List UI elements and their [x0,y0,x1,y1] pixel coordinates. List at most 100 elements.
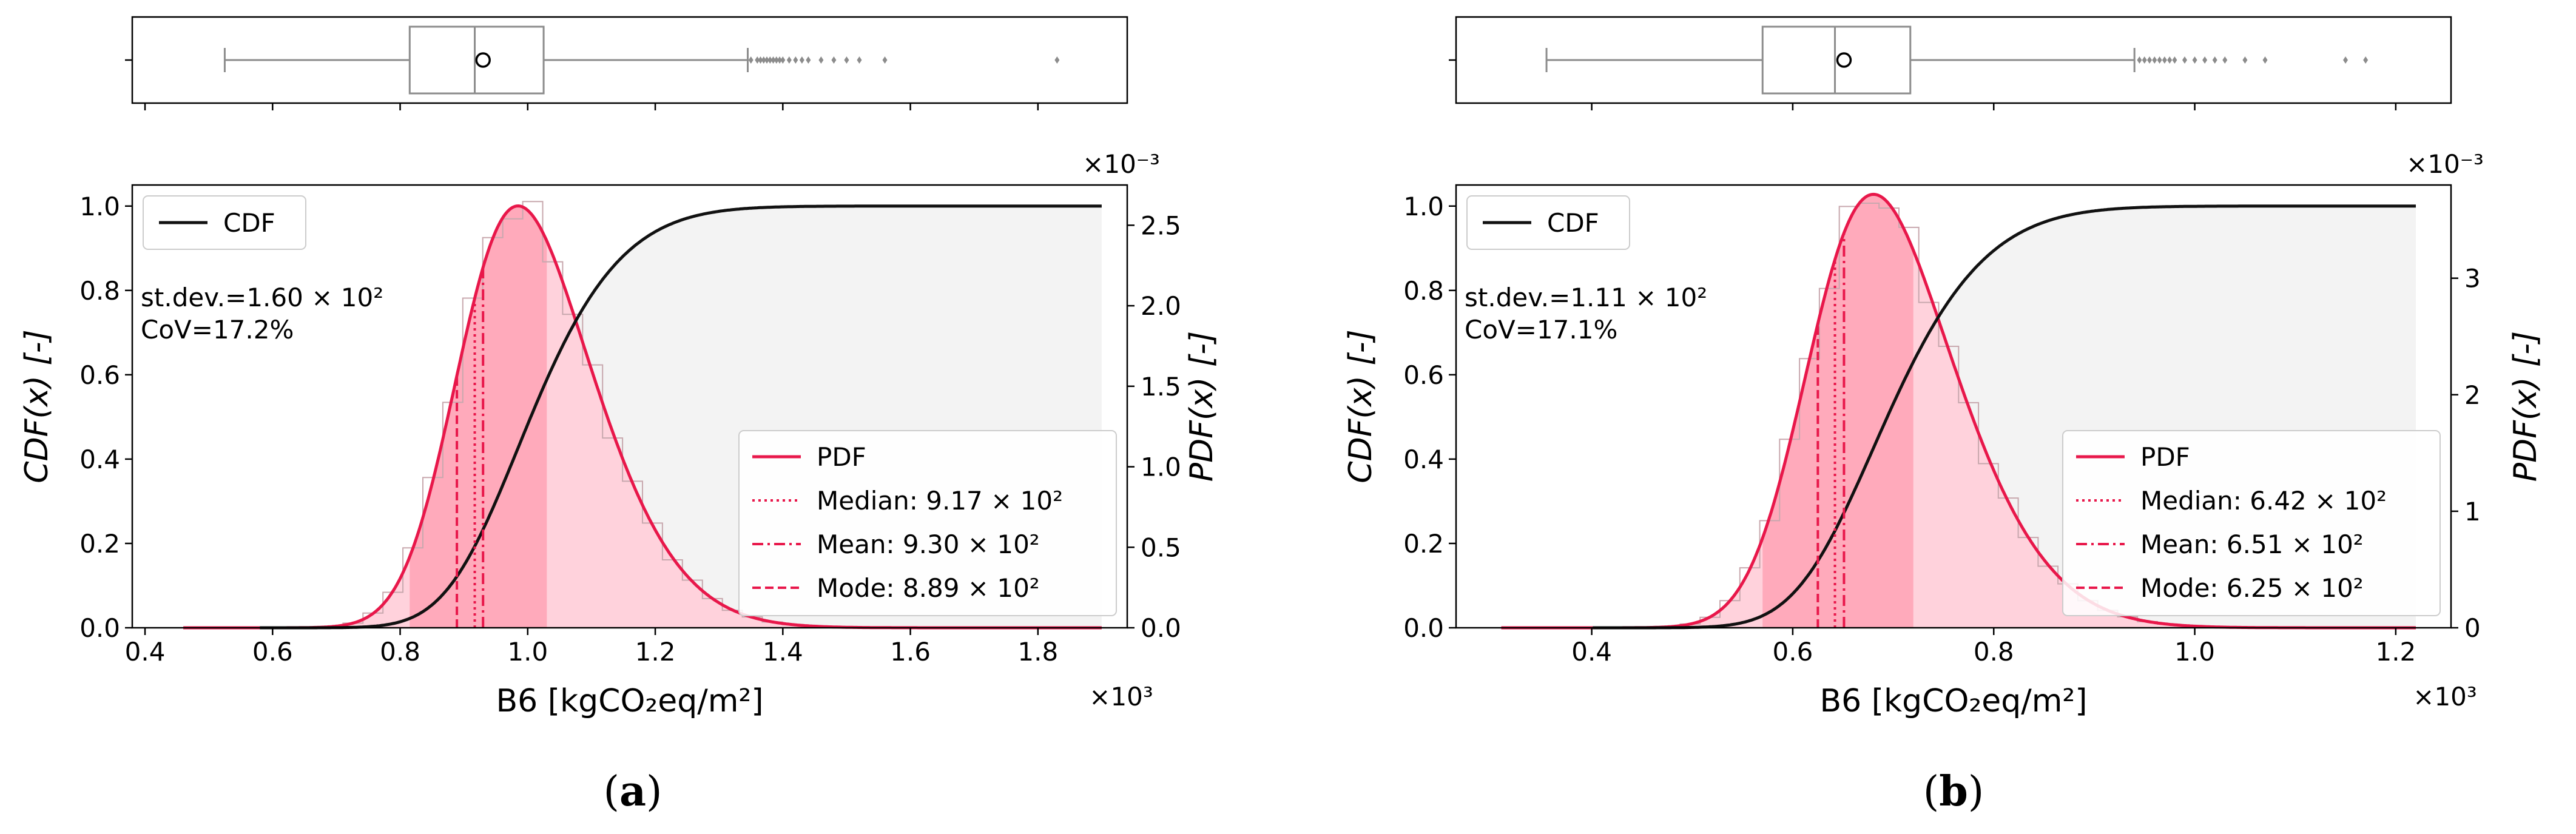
outlier-marker [2363,56,2369,64]
x-multiplier: ×10³ [2413,682,2477,711]
outlier-marker [2157,56,2162,64]
median-legend-row-label: Median: 6.42 × 10² [2140,486,2387,516]
pdf-legend-row-label: PDF [2140,442,2190,472]
x-tick-label: 1.8 [1017,637,1058,667]
pdf-legend-row-label: PDF [817,442,866,472]
pdf-tick-label: 1.0 [1141,452,1181,482]
outlier-marker [2202,56,2208,64]
stdev-text: st.dev.=1.11 × 10² [1465,283,1707,312]
x-axis-label: B6 [kgCO₂eq/m²] [496,683,763,719]
cdf-legend-label: CDF [1547,208,1599,238]
outlier-marker [2147,56,2153,64]
pdf-fill [183,206,1102,628]
pdf-tick-label: 1.5 [1141,372,1181,402]
outlier-marker [748,56,754,64]
x-tick-label: 0.4 [1571,637,1612,667]
outlier-marker [2162,56,2167,64]
cdf-tick-label: 0.8 [1403,276,1444,306]
outlier-marker [831,56,837,64]
mode-legend-row-label: Mode: 8.89 × 10² [817,573,1040,603]
outlier-marker [767,56,773,64]
cdf-axis-label: CDF(x) [-] [19,329,55,483]
pdf-tick-label: 1 [2464,497,2481,526]
outlier-marker [882,56,888,64]
pdf-legend-box [2062,430,2441,616]
outlier-marker [2343,56,2348,64]
panel-b: 0.4 0.6 0.8 1.0 1.2 0.0 0.2 0.4 0.6 0.8 1.0 0 1 2 3 ×10… [1343,16,2544,816]
cdf-tick-label: 0.0 [79,613,120,643]
outlier-marker [755,56,760,64]
x-tick-label: 1.2 [635,637,676,667]
iqr-fill [1762,194,1913,628]
caption-close-paren: ) [646,768,663,816]
cov-text: CoV=17.1% [1465,315,1617,345]
pdf-tick-label: 0.0 [1141,613,1181,643]
outlier-marker [793,56,798,64]
pdf-tick-label: 2.5 [1141,210,1181,240]
panel-a: 0.4 0.6 0.8 1.0 1.2 1.4 1.6 1.8 0.0 0.2 0.4 0.6 0.8 1… [19,16,1220,816]
cdf-legend-label: CDF [223,208,275,238]
median-legend-row-label: Median: 9.17 × 10² [817,486,1063,516]
outlier-marker [2182,56,2188,64]
cdf-tick-label: 0.4 [79,445,120,474]
x-tick-label: 0.8 [1974,637,2014,667]
outlier-marker [799,56,804,64]
pdf-tick-label: 2 [2464,380,2481,410]
outlier-marker [786,56,792,64]
outlier-marker [780,56,786,64]
x-tick-label: 0.8 [380,637,420,667]
x-tick-label: 1.2 [2375,637,2416,667]
x-tick-label: 0.6 [252,637,293,667]
outlier-marker [2262,56,2268,64]
cdf-tick-label: 1.0 [1403,192,1444,221]
x-tick-label: 0.4 [125,637,166,667]
cdf-tick-label: 0.8 [79,276,120,306]
mean-legend-row-label: Mean: 6.51 × 10² [2140,530,2364,559]
cdf-tick-label: 0.0 [1403,613,1444,643]
cov-text: CoV=17.2% [141,315,294,345]
outlier-marker [2192,56,2197,64]
caption-open-paren: ( [1923,768,1940,816]
caption-letter: a [619,767,646,816]
cdf-line [1593,204,2416,630]
pdf-multiplier: ×10⁻³ [2406,149,2484,179]
x-axis-label: B6 [kgCO₂eq/m²] [1819,683,2087,719]
outlier-marker [2242,56,2248,64]
x-tick-label: 0.6 [1773,637,1813,667]
outlier-marker [758,56,763,64]
mean-legend-row-label: Mean: 9.30 × 10² [817,530,1040,559]
cdf-axis-label: CDF(x) [-] [1343,329,1379,483]
pdf-tick-label: 0.5 [1141,533,1181,562]
pdf-fill [1501,194,2416,628]
caption-open-paren: ( [603,768,619,816]
pdf-tick-label: 0 [2464,613,2481,643]
plot-frame [131,184,1128,629]
outlier-marker [806,56,811,64]
panel-caption: (b) [1923,767,1984,816]
x-tick-label: 1.0 [2174,637,2215,667]
outlier-marker [764,56,770,64]
cdf-line [260,204,1102,630]
box-mean-marker [1836,52,1852,68]
outlier-marker [2142,56,2147,64]
pdf-multiplier: ×10⁻³ [1082,149,1160,179]
x-tick-label: 1.0 [507,637,548,667]
outlier-marker [1054,56,1060,64]
iqr-fill [410,206,547,628]
cdf-tick-label: 1.0 [79,192,120,221]
x-tick-label: 1.4 [763,637,803,667]
x-multiplier: ×10³ [1089,682,1153,711]
caption-close-paren: ) [1968,768,1984,816]
outlier-marker [857,56,862,64]
plot-frame [1455,184,2452,629]
outlier-marker [2167,56,2173,64]
outlier-marker [844,56,849,64]
cdf-legend-box [143,195,306,250]
outlier-marker [2212,56,2217,64]
outlier-marker [774,56,779,64]
outlier-marker [818,56,824,64]
cdf-tick-label: 0.6 [1403,360,1444,390]
outlier-marker [2222,56,2228,64]
outlier-marker [777,56,783,64]
